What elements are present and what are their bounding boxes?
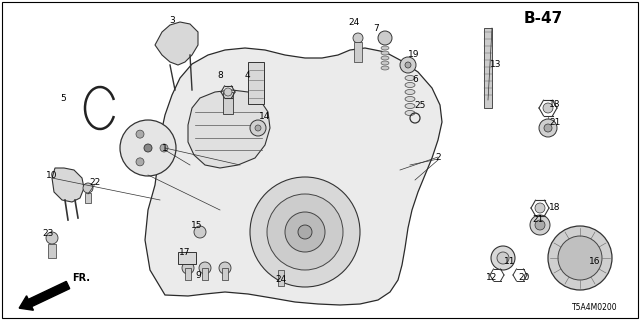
- Text: T5A4M0200: T5A4M0200: [572, 303, 618, 313]
- Text: 12: 12: [486, 274, 498, 283]
- Circle shape: [491, 246, 515, 270]
- Circle shape: [255, 125, 261, 131]
- Text: 11: 11: [504, 258, 516, 267]
- Bar: [202, 268, 208, 280]
- Text: 16: 16: [589, 258, 601, 267]
- Text: 1: 1: [162, 143, 168, 153]
- Ellipse shape: [381, 56, 389, 60]
- Circle shape: [535, 203, 545, 213]
- Text: 22: 22: [90, 178, 100, 187]
- Text: 15: 15: [191, 220, 203, 229]
- Circle shape: [120, 120, 176, 176]
- Text: 9: 9: [195, 271, 201, 281]
- Text: 8: 8: [217, 70, 223, 79]
- Circle shape: [194, 226, 206, 238]
- Polygon shape: [52, 168, 84, 202]
- Bar: [48, 244, 56, 258]
- Polygon shape: [188, 90, 270, 168]
- Polygon shape: [145, 48, 442, 305]
- Ellipse shape: [405, 97, 415, 101]
- Bar: [278, 270, 284, 286]
- Text: 18: 18: [549, 203, 561, 212]
- Ellipse shape: [381, 66, 389, 70]
- Ellipse shape: [381, 51, 389, 55]
- Text: 18: 18: [549, 100, 561, 108]
- Bar: [223, 92, 233, 114]
- Circle shape: [558, 236, 602, 280]
- Bar: [178, 252, 196, 264]
- Ellipse shape: [405, 76, 415, 81]
- Bar: [484, 28, 492, 108]
- Bar: [185, 268, 191, 280]
- Text: 20: 20: [518, 274, 530, 283]
- Circle shape: [46, 232, 58, 244]
- Polygon shape: [155, 22, 198, 65]
- Bar: [354, 42, 362, 62]
- Text: 21: 21: [549, 117, 561, 126]
- Circle shape: [219, 262, 231, 274]
- Text: 3: 3: [169, 15, 175, 25]
- Text: 19: 19: [408, 50, 420, 59]
- Text: 24: 24: [348, 18, 360, 27]
- Text: 5: 5: [60, 93, 66, 102]
- Circle shape: [83, 183, 93, 193]
- Circle shape: [199, 262, 211, 274]
- Circle shape: [182, 262, 194, 274]
- Circle shape: [400, 57, 416, 73]
- Text: 6: 6: [412, 75, 418, 84]
- Text: 25: 25: [414, 100, 426, 109]
- Circle shape: [378, 31, 392, 45]
- Text: FR.: FR.: [72, 273, 90, 283]
- Circle shape: [267, 194, 343, 270]
- Circle shape: [535, 220, 545, 230]
- Bar: [222, 268, 228, 280]
- Circle shape: [548, 226, 612, 290]
- Text: 10: 10: [46, 171, 58, 180]
- Ellipse shape: [405, 83, 415, 87]
- Ellipse shape: [381, 61, 389, 65]
- Text: 14: 14: [259, 111, 271, 121]
- Ellipse shape: [381, 46, 389, 50]
- Ellipse shape: [405, 110, 415, 116]
- Circle shape: [250, 120, 266, 136]
- Circle shape: [353, 33, 363, 43]
- Circle shape: [298, 225, 312, 239]
- FancyArrow shape: [19, 281, 70, 310]
- Text: B-47: B-47: [524, 11, 563, 26]
- Circle shape: [224, 88, 232, 96]
- Text: 4: 4: [244, 70, 250, 79]
- Circle shape: [539, 119, 557, 137]
- Text: 2: 2: [435, 153, 441, 162]
- Circle shape: [160, 144, 168, 152]
- Ellipse shape: [405, 103, 415, 108]
- Circle shape: [144, 144, 152, 152]
- Text: 13: 13: [490, 60, 502, 68]
- Circle shape: [544, 124, 552, 132]
- Text: 24: 24: [275, 275, 287, 284]
- Circle shape: [285, 212, 325, 252]
- Circle shape: [405, 62, 411, 68]
- Text: 17: 17: [179, 247, 191, 257]
- Bar: [248, 62, 264, 104]
- Circle shape: [250, 177, 360, 287]
- Circle shape: [136, 158, 144, 166]
- Circle shape: [543, 103, 553, 113]
- Text: 21: 21: [532, 214, 544, 223]
- Text: 23: 23: [42, 228, 54, 237]
- Text: 7: 7: [373, 23, 379, 33]
- Bar: [85, 193, 91, 203]
- Circle shape: [497, 252, 509, 264]
- Circle shape: [136, 130, 144, 138]
- Circle shape: [530, 215, 550, 235]
- Ellipse shape: [405, 90, 415, 94]
